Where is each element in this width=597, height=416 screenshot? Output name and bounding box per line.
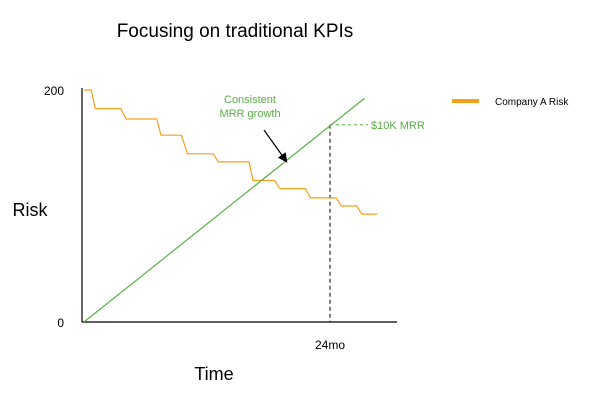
y-axis-label: Risk <box>13 200 49 220</box>
series-layer <box>83 89 378 323</box>
x-axis-label: Time <box>194 364 233 384</box>
y-tick-label: 0 <box>57 316 64 330</box>
legend-label: Company A Risk <box>495 97 569 108</box>
reference-lines <box>329 124 368 322</box>
annotation-label: $10K MRR <box>371 120 425 132</box>
x-tick-labels: 24mo <box>315 338 345 352</box>
annotation-arrow <box>263 129 288 163</box>
y-tick-labels: 0 200 <box>44 84 64 330</box>
y-tick-label: 200 <box>44 84 64 98</box>
annotation-text: Consistent <box>224 94 276 106</box>
series-line-0 <box>84 89 378 215</box>
legend: Company A Risk <box>452 97 569 108</box>
series-line-1 <box>83 97 366 323</box>
x-tick-label: 24mo <box>315 338 345 352</box>
chart-title: Focusing on traditional KPIs <box>117 21 354 42</box>
annotations: Consistent MRR growth $10K MRR <box>219 94 425 163</box>
annotation-text: MRR growth <box>219 108 280 120</box>
